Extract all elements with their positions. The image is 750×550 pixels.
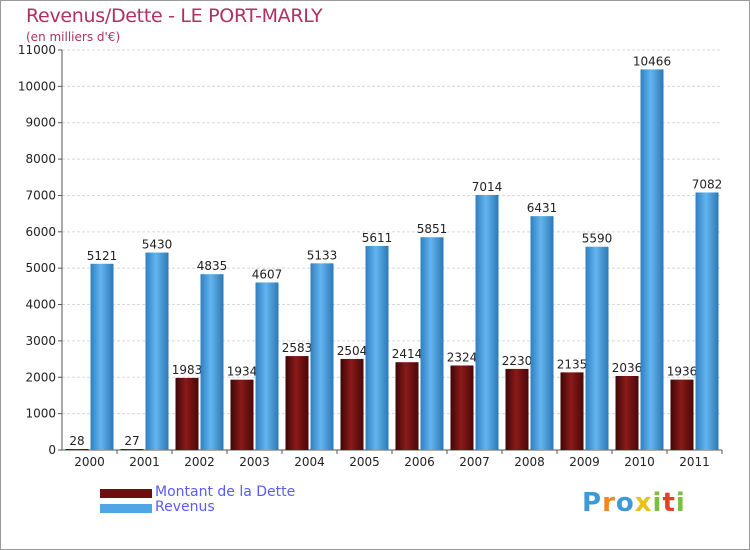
data-label-revenus: 5430 — [142, 238, 173, 252]
bar-revenus — [585, 246, 609, 450]
x-tick-label: 2010 — [624, 455, 655, 469]
bar-revenus — [530, 216, 554, 450]
data-label-dette: 1934 — [227, 365, 258, 379]
bar-revenus — [365, 245, 389, 450]
data-label-revenus: 5851 — [417, 222, 448, 236]
x-tick-label: 2011 — [679, 455, 710, 469]
chart-subtitle: (en milliers d'€) — [26, 30, 121, 44]
data-label-dette: 2504 — [337, 344, 368, 358]
y-tick-label: 5000 — [25, 261, 56, 275]
logo-letter: t — [662, 488, 676, 518]
x-tick-label: 2002 — [184, 455, 215, 469]
bar-revenus — [640, 69, 664, 450]
x-tick-label: 2009 — [569, 455, 600, 469]
bar-dette — [395, 362, 419, 450]
bar-revenus — [695, 192, 719, 451]
bar-revenus — [475, 194, 499, 450]
data-label-revenus: 4607 — [252, 267, 283, 281]
legend-swatch-revenus — [100, 504, 152, 513]
data-label-dette: 1936 — [667, 365, 698, 379]
bar-dette — [450, 365, 474, 450]
y-tick-label: 11000 — [18, 43, 56, 57]
x-tick-label: 2007 — [459, 455, 490, 469]
x-tick-label: 2004 — [294, 455, 325, 469]
bar-revenus — [310, 263, 334, 450]
logo-letter: o — [615, 488, 635, 518]
data-label-revenus: 7014 — [472, 180, 503, 194]
y-tick-label: 4000 — [25, 298, 56, 312]
logo-letter: i — [652, 488, 663, 518]
data-label-revenus: 7082 — [692, 177, 723, 191]
data-label-dette: 28 — [69, 434, 84, 448]
x-tick-label: 2005 — [349, 455, 380, 469]
bar-dette — [230, 379, 254, 450]
bar-revenus — [145, 252, 169, 450]
y-tick-label: 0 — [48, 443, 56, 457]
bar-dette — [340, 358, 364, 450]
data-label-dette: 2583 — [282, 341, 313, 355]
data-label-dette: 2414 — [392, 347, 423, 361]
bar-revenus — [255, 282, 279, 450]
legend-label-revenus: Revenus — [155, 499, 215, 515]
chart-title: Revenus/Dette - LE PORT-MARLY — [26, 5, 323, 27]
logo-letter: P — [582, 488, 603, 518]
data-label-dette: 1983 — [172, 363, 203, 377]
data-label-revenus: 5133 — [307, 248, 338, 262]
bar-dette — [175, 377, 199, 450]
x-tick-label: 2008 — [514, 455, 545, 469]
y-tick-label: 6000 — [25, 225, 56, 239]
data-label-revenus: 5121 — [87, 249, 118, 263]
bar-dette — [670, 379, 694, 450]
x-tick-label: 2006 — [404, 455, 435, 469]
x-tick-label: 2000 — [74, 455, 105, 469]
legend-label-dette: Montant de la Dette — [155, 484, 296, 500]
bar-dette — [560, 372, 584, 450]
y-tick-label: 8000 — [25, 152, 56, 166]
data-label-dette: 27 — [124, 434, 139, 448]
data-label-revenus: 5590 — [582, 232, 613, 246]
logo-letter: x — [634, 488, 653, 518]
y-tick-label: 9000 — [25, 116, 56, 130]
bar-dette — [120, 449, 144, 450]
bar-dette — [505, 368, 529, 450]
x-tick-label: 2001 — [129, 455, 160, 469]
data-label-revenus: 5611 — [362, 231, 393, 245]
logo-letter: r — [602, 488, 616, 518]
proxiti-logo: Proxiti — [582, 488, 686, 518]
data-label-dette: 2324 — [447, 350, 478, 364]
data-label-dette: 2230 — [502, 354, 533, 368]
bar-dette — [285, 356, 309, 450]
y-tick-label: 7000 — [25, 188, 56, 202]
data-label-dette: 2036 — [612, 361, 643, 375]
legend-item-dette: Montant de la Dette — [100, 484, 360, 502]
bar-revenus — [420, 237, 444, 450]
y-tick-label: 2000 — [25, 370, 56, 384]
data-label-revenus: 4835 — [197, 259, 228, 273]
bar-dette — [615, 375, 639, 450]
bar-revenus — [200, 274, 224, 450]
legend-item-revenus: Revenus — [100, 499, 360, 517]
data-label-revenus: 10466 — [633, 54, 671, 68]
y-tick-label: 3000 — [25, 334, 56, 348]
data-label-dette: 2135 — [557, 357, 588, 371]
legend-swatch-dette — [100, 489, 152, 498]
data-label-revenus: 6431 — [527, 201, 558, 215]
y-tick-label: 10000 — [18, 79, 56, 93]
x-tick-label: 2003 — [239, 455, 270, 469]
y-tick-label: 1000 — [25, 407, 56, 421]
bar-dette — [65, 448, 89, 450]
logo-letter: i — [675, 488, 686, 518]
bar-revenus — [90, 263, 114, 450]
